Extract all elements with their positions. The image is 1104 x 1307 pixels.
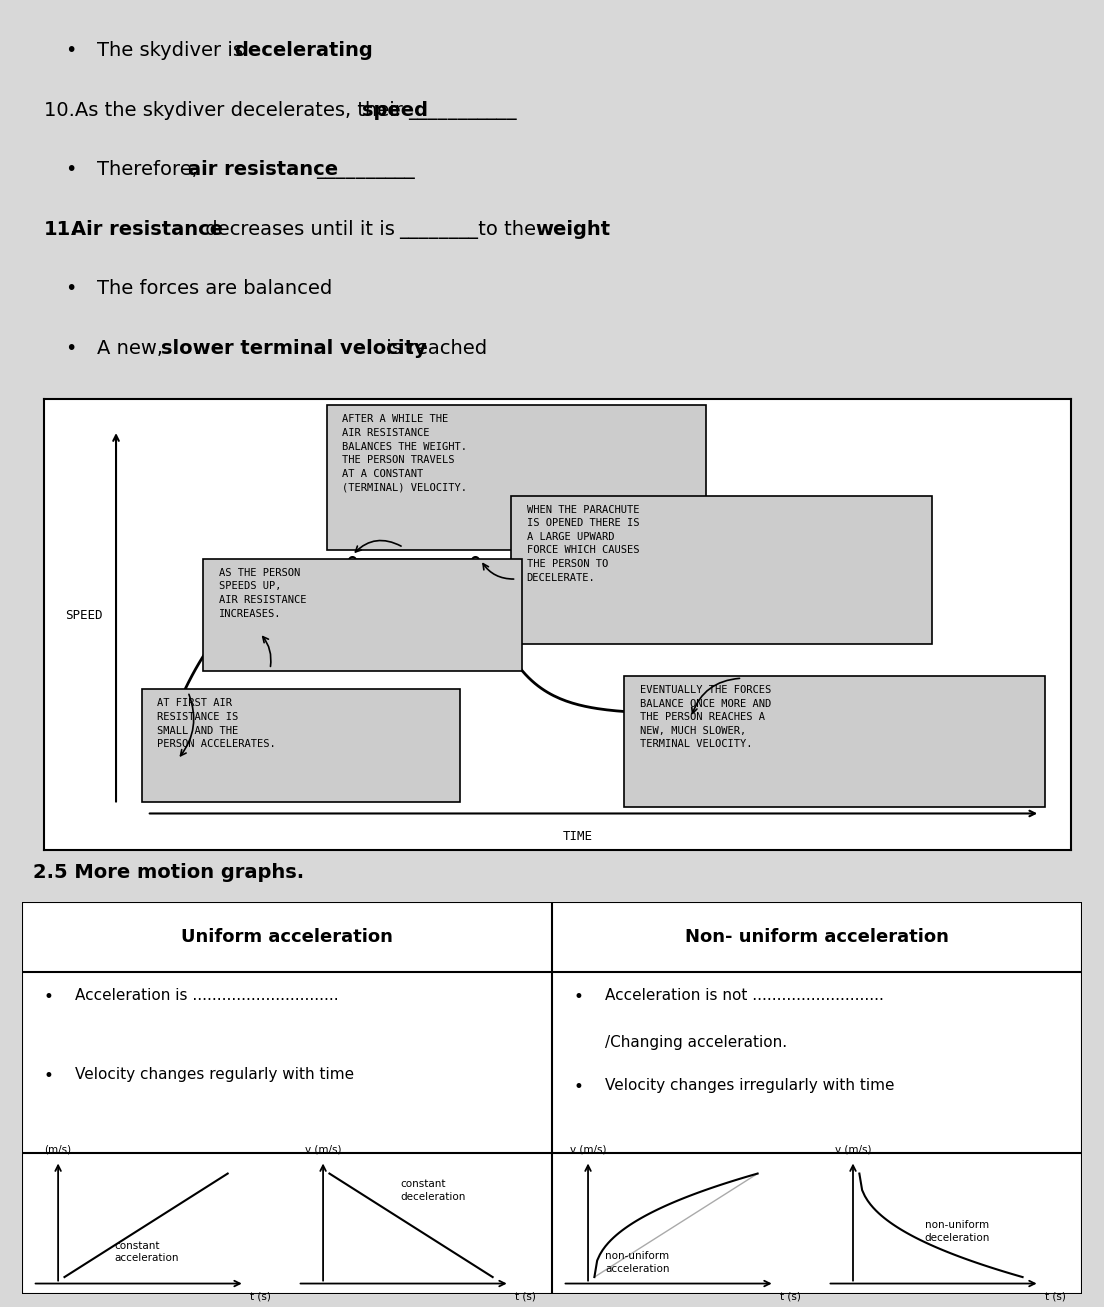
Text: Velocity changes regularly with time: Velocity changes regularly with time xyxy=(75,1067,354,1081)
Text: decelerating: decelerating xyxy=(234,41,373,60)
Text: Acceleration is not ...........................: Acceleration is not ....................… xyxy=(605,988,884,1002)
Text: •: • xyxy=(43,988,53,1006)
Text: Velocity changes irregularly with time: Velocity changes irregularly with time xyxy=(605,1078,894,1093)
Text: ___________: ___________ xyxy=(408,101,517,120)
Text: •: • xyxy=(43,1067,53,1085)
FancyBboxPatch shape xyxy=(141,690,460,802)
Text: •: • xyxy=(573,1078,583,1097)
Text: weight: weight xyxy=(535,220,611,239)
Text: v (m/s): v (m/s) xyxy=(570,1145,606,1155)
Text: ________: ________ xyxy=(399,220,478,239)
Text: EVENTUALLY THE FORCES
BALANCE ONCE MORE AND
THE PERSON REACHES A
NEW, MUCH SLOWE: EVENTUALLY THE FORCES BALANCE ONCE MORE … xyxy=(639,685,771,749)
Text: 10.As the skydiver decelerates, their: 10.As the skydiver decelerates, their xyxy=(44,101,408,120)
Text: to the: to the xyxy=(471,220,542,239)
Text: 2.5 More motion graphs.: 2.5 More motion graphs. xyxy=(33,863,305,882)
Text: constant
acceleration: constant acceleration xyxy=(115,1242,179,1264)
Text: t (s): t (s) xyxy=(779,1291,800,1302)
Text: v (m/s): v (m/s) xyxy=(835,1145,871,1155)
Text: __________: __________ xyxy=(316,161,415,179)
Text: AT FIRST AIR
RESISTANCE IS
SMALL AND THE
PERSON ACCELERATES.: AT FIRST AIR RESISTANCE IS SMALL AND THE… xyxy=(157,698,276,749)
Text: non-uniform
acceleration: non-uniform acceleration xyxy=(605,1251,669,1273)
Text: AS THE PERSON
SPEEDS UP,
AIR RESISTANCE
INCREASES.: AS THE PERSON SPEEDS UP, AIR RESISTANCE … xyxy=(219,567,306,618)
Text: air resistance: air resistance xyxy=(189,161,339,179)
Text: SPEED: SPEED xyxy=(65,609,103,622)
Text: •: • xyxy=(65,41,76,60)
Text: •: • xyxy=(573,988,583,1006)
Text: AFTER A WHILE THE
AIR RESISTANCE
BALANCES THE WEIGHT.
THE PERSON TRAVELS
AT A CO: AFTER A WHILE THE AIR RESISTANCE BALANCE… xyxy=(342,414,467,493)
Text: (m/s): (m/s) xyxy=(44,1145,72,1155)
Text: A new,: A new, xyxy=(97,339,170,358)
Text: Air resistance: Air resistance xyxy=(71,220,223,239)
Text: speed: speed xyxy=(362,101,428,120)
Text: Non- uniform acceleration: Non- uniform acceleration xyxy=(684,928,949,946)
Text: 11.: 11. xyxy=(44,220,78,239)
Text: slower terminal velocity: slower terminal velocity xyxy=(161,339,427,358)
Text: decreases until it is: decreases until it is xyxy=(199,220,401,239)
Text: The skydiver is: The skydiver is xyxy=(97,41,250,60)
FancyBboxPatch shape xyxy=(511,495,932,644)
Text: Therefore,: Therefore, xyxy=(97,161,204,179)
FancyBboxPatch shape xyxy=(203,558,521,672)
Text: TIME: TIME xyxy=(563,830,593,843)
Text: •: • xyxy=(65,339,76,358)
Text: non-uniform
deceleration: non-uniform deceleration xyxy=(925,1221,990,1243)
Text: v (m/s): v (m/s) xyxy=(305,1145,341,1155)
Text: The forces are balanced: The forces are balanced xyxy=(97,280,332,298)
FancyBboxPatch shape xyxy=(624,676,1045,806)
Text: •: • xyxy=(65,280,76,298)
Text: •: • xyxy=(65,161,76,179)
Text: WHEN THE PARACHUTE
IS OPENED THERE IS
A LARGE UPWARD
FORCE WHICH CAUSES
THE PERS: WHEN THE PARACHUTE IS OPENED THERE IS A … xyxy=(527,505,639,583)
Text: constant
deceleration: constant deceleration xyxy=(401,1179,466,1202)
Text: Acceleration is ..............................: Acceleration is ........................… xyxy=(75,988,339,1002)
Text: t (s): t (s) xyxy=(1044,1291,1065,1302)
Text: Uniform acceleration: Uniform acceleration xyxy=(181,928,393,946)
Text: /Changing acceleration.: /Changing acceleration. xyxy=(605,1035,787,1050)
Text: is reached: is reached xyxy=(380,339,487,358)
Text: t (s): t (s) xyxy=(250,1291,270,1302)
FancyBboxPatch shape xyxy=(327,405,707,550)
Text: t (s): t (s) xyxy=(514,1291,535,1302)
